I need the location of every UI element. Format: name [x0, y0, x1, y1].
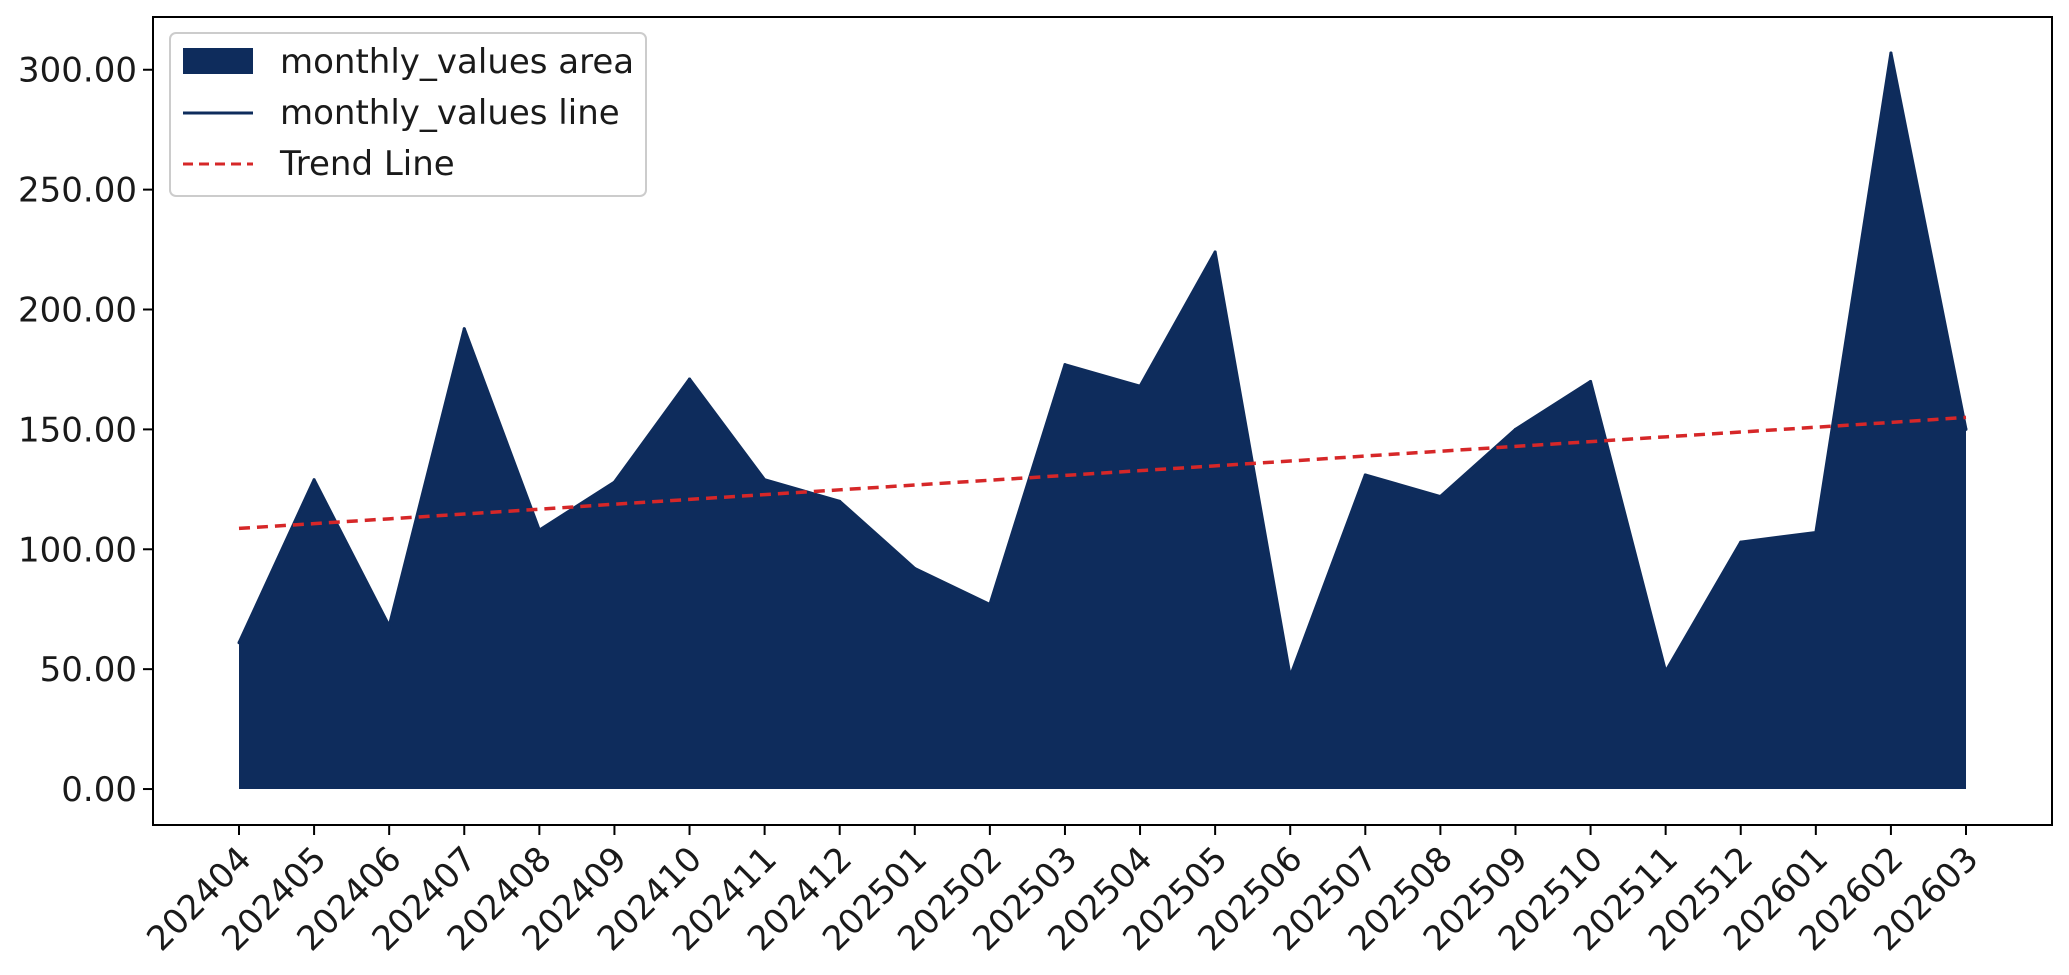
data-point-202602 — [1889, 51, 1893, 55]
data-point-202509 — [1513, 427, 1517, 431]
y-tick-label: 0.00 — [61, 770, 137, 810]
plot-marks — [237, 51, 1968, 790]
data-point-202406 — [387, 624, 391, 628]
y-tick-label: 200.00 — [18, 291, 137, 331]
line-monthly-values — [237, 51, 1968, 678]
legend-label-line: monthly_values line — [280, 93, 620, 133]
y-tick-label: 100.00 — [18, 530, 137, 570]
data-point-202603 — [1964, 427, 1968, 431]
data-point-202510 — [1589, 379, 1593, 383]
data-point-202506 — [1288, 674, 1292, 678]
data-point-202504 — [1138, 384, 1142, 388]
data-point-202409 — [612, 480, 616, 484]
data-point-202407 — [462, 327, 466, 331]
data-point-202408 — [537, 528, 541, 532]
data-point-202410 — [688, 377, 692, 381]
data-point-202405 — [312, 478, 316, 482]
data-point-202412 — [838, 499, 842, 503]
y-tick-label: 250.00 — [18, 171, 137, 211]
plot-frame — [152, 16, 2053, 826]
data-point-202601 — [1814, 530, 1818, 534]
data-point-202404 — [237, 641, 241, 645]
data-point-202512 — [1739, 540, 1743, 544]
data-point-202508 — [1438, 495, 1442, 499]
trend-line — [238, 415, 1967, 531]
data-point-202411 — [763, 478, 767, 482]
legend-box — [169, 32, 647, 197]
y-axis: 0.00 50.00 100.00 150.00 200.00 250.00 300.00 — [18, 51, 153, 810]
data-point-202511 — [1664, 670, 1668, 674]
legend-label-area: monthly_values area — [280, 42, 634, 82]
data-point-202505 — [1213, 250, 1217, 254]
y-tick-label: 300.00 — [18, 51, 137, 91]
data-point-202501 — [913, 566, 917, 570]
data-point-202503 — [1063, 363, 1067, 367]
legend: monthly_values area monthly_values line … — [169, 32, 647, 197]
data-point-202502 — [988, 602, 992, 606]
x-axis: 2024042024052024062024072024082024092024… — [139, 825, 1986, 959]
y-tick-label: 150.00 — [18, 410, 137, 450]
data-point-202507 — [1363, 473, 1367, 477]
area-fill-monthly-values — [239, 52, 1966, 790]
legend-label-trend: Trend Line — [279, 144, 455, 184]
y-tick-label: 50.00 — [40, 650, 137, 690]
legend-swatch-area — [183, 48, 253, 74]
